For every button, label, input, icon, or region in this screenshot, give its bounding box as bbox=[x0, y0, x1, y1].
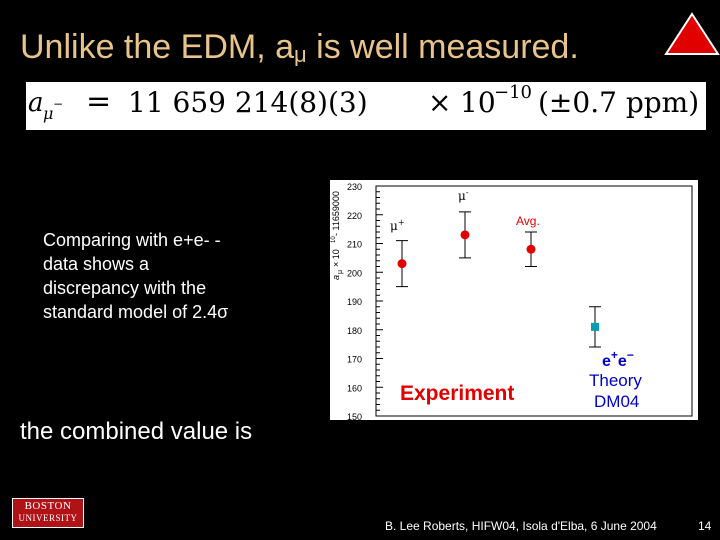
formula-exponent: −10 bbox=[494, 82, 532, 103]
experiment-label: Experiment bbox=[400, 382, 514, 405]
y-tick-label: 190 bbox=[347, 297, 362, 307]
e-e-theory-dm04-point bbox=[591, 322, 599, 331]
y-tick-label: 150 bbox=[347, 412, 362, 420]
avg-point bbox=[526, 244, 536, 254]
mu-plus-label: μ+ bbox=[390, 218, 405, 233]
formula-subscript: μ bbox=[43, 104, 54, 123]
formula-superscript: − bbox=[53, 97, 64, 111]
ylabel-symbol: a bbox=[331, 275, 341, 280]
comparison-text: Comparing with e+e- - data shows a discr… bbox=[43, 230, 229, 322]
ylabel-subscript: μ bbox=[337, 270, 344, 274]
y-tick-label: 210 bbox=[347, 240, 362, 250]
combined-value-text: the combined value is bbox=[20, 418, 253, 445]
formula-box: a μ − = 11 659 214(8)(3) × 10 −10 (±0.7 … bbox=[26, 82, 706, 130]
-point bbox=[460, 230, 470, 240]
warning-triangle-icon bbox=[664, 12, 720, 55]
y-tick-label: 230 bbox=[347, 182, 362, 192]
theory-label: Theory bbox=[589, 371, 642, 390]
dm04-label: DM04 bbox=[594, 392, 639, 411]
logo-line-1: BOSTON bbox=[24, 500, 72, 512]
y-tick-label: 200 bbox=[347, 268, 362, 278]
formula-value: 11 659 214(8)(3) bbox=[128, 86, 368, 119]
measurement-plot: 150 160 170 180 190 200 210 220 230 a μ × 10 10 … bbox=[330, 180, 698, 422]
avg-label: Avg. bbox=[516, 214, 540, 228]
slide-title: Unlike the EDM, aμ is well measured. bbox=[20, 28, 579, 68]
ylabel-offset: - 11659000 bbox=[331, 191, 341, 236]
theory-ee-label: e+e− bbox=[602, 348, 634, 370]
logo-line-2: UNIVERSITY bbox=[18, 513, 78, 523]
y-tick-label: 180 bbox=[347, 326, 362, 336]
formula-base: 10 bbox=[460, 86, 496, 119]
y-tick-label: 160 bbox=[347, 383, 362, 393]
title-text-before: Unlike the EDM, a bbox=[20, 28, 294, 66]
page-number: 14 bbox=[698, 519, 712, 533]
ylabel-exponent: 10 bbox=[331, 236, 337, 243]
y-tick-label: 220 bbox=[347, 211, 362, 221]
y-tick-label: 170 bbox=[347, 355, 362, 365]
formula-symbol: a bbox=[28, 88, 44, 118]
formula-ppm: (±0.7 ppm) bbox=[538, 86, 700, 119]
title-mu-subscript: μ bbox=[294, 42, 307, 67]
title-text-after: is well measured. bbox=[306, 28, 579, 66]
footer-citation: B. Lee Roberts, HIFW04, Isola d'Elba, 6 … bbox=[385, 519, 657, 533]
-point bbox=[397, 259, 407, 269]
boston-university-logo: BOSTON UNIVERSITY bbox=[12, 498, 84, 528]
formula-equals: = bbox=[86, 84, 112, 119]
formula-times: × bbox=[428, 86, 452, 119]
ylabel-times: × 10 bbox=[331, 249, 341, 267]
mu-minus-label: μ- bbox=[458, 188, 469, 203]
